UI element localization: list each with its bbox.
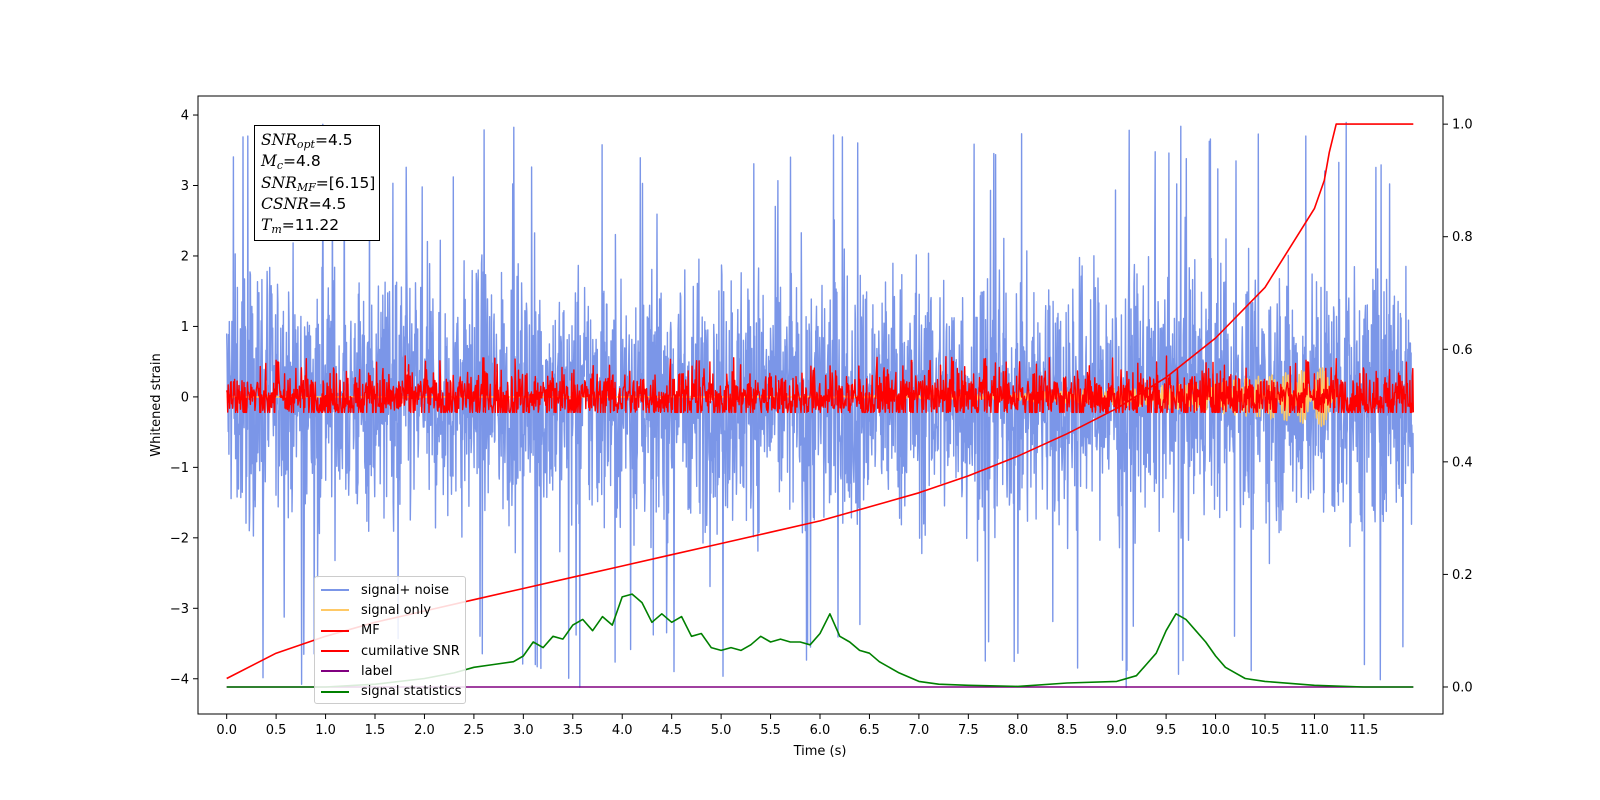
- y-axis-label: Whitened strain: [149, 353, 164, 456]
- series-signal-statistics: [226, 593, 1414, 688]
- y2-tick-label: 0.8: [1452, 230, 1473, 245]
- y-tick-label: 1: [181, 320, 189, 335]
- series-mf: [226, 355, 1414, 414]
- annot-snr-opt: SNRopt=4.5: [261, 131, 353, 151]
- x-tick-label: 7.0: [909, 723, 930, 738]
- legend-label: label: [361, 663, 393, 679]
- x-tick-label: 0.0: [216, 723, 237, 738]
- annot-tm: Tm=11.22: [261, 216, 340, 237]
- y2-tick-label: 0.6: [1452, 343, 1473, 358]
- legend-swatch: [321, 690, 349, 693]
- x-tick-label: 4.0: [612, 723, 633, 738]
- legend-item: label: [315, 661, 465, 681]
- y2-tick-label: 1.0: [1452, 118, 1473, 133]
- y-tick-label: 4: [181, 109, 189, 124]
- y2-tick-label: 0.0: [1452, 680, 1473, 695]
- x-tick-label: 0.5: [266, 723, 287, 738]
- x-tick-label: 6.5: [859, 723, 880, 738]
- legend-swatch: [321, 589, 349, 592]
- legend: signal+ noise signal only MF cumilative SNR…: [314, 576, 466, 704]
- x-tick-label: 10.5: [1251, 723, 1280, 738]
- annot-snr-mf: SNRMF=[6.15]: [261, 173, 376, 194]
- y-tick-label: −1: [170, 461, 189, 476]
- y-tick-label: −3: [170, 602, 189, 617]
- legend-label: signal+ noise: [361, 582, 450, 598]
- x-tick-label: 9.5: [1156, 723, 1177, 738]
- y-tick-label: −4: [170, 672, 189, 687]
- x-tick-label: 5.0: [711, 723, 732, 738]
- legend-swatch: [321, 650, 349, 653]
- x-tick-label: 8.5: [1057, 723, 1078, 738]
- legend-label: signal statistics: [361, 684, 462, 700]
- legend-swatch: [321, 609, 349, 612]
- legend-item: signal+ noise: [315, 580, 465, 600]
- x-tick-label: 11.5: [1349, 723, 1378, 738]
- x-tick-label: 2.5: [464, 723, 485, 738]
- legend-item: signal statistics: [315, 681, 465, 701]
- annot-mc: Mc=4.8: [261, 152, 321, 173]
- x-tick-label: 3.5: [562, 723, 583, 738]
- y-tick-label: 0: [181, 390, 189, 405]
- legend-item: signal only: [315, 600, 465, 620]
- legend-swatch: [321, 670, 349, 673]
- x-tick-label: 11.0: [1300, 723, 1329, 738]
- x-tick-label: 1.5: [365, 723, 386, 738]
- legend-label: signal only: [361, 602, 432, 618]
- x-tick-label: 4.5: [661, 723, 682, 738]
- legend-swatch: [321, 629, 349, 632]
- x-tick-label: 1.0: [315, 723, 336, 738]
- x-tick-label: 9.0: [1106, 723, 1127, 738]
- y-tick-label: 3: [181, 179, 189, 194]
- stats-annotation-box: SNRopt=4.5 Mc=4.8 SNRMF=[6.15] CSNR=4.5 …: [254, 125, 380, 241]
- annot-csnr: CSNR=4.5: [261, 194, 347, 213]
- legend-item: MF: [315, 621, 465, 641]
- axes-layer: 0.0 0.5 1.0 1.5 2.0 2.5 3.0 3.5 4.0 4.5 5.0 5.5 6.0 6…: [170, 109, 1473, 738]
- x-axis-label: Time (s): [793, 744, 847, 759]
- x-tick-label: 3.0: [513, 723, 534, 738]
- legend-label: MF: [361, 623, 380, 639]
- x-tick-label: 7.5: [958, 723, 979, 738]
- y2-tick-label: 0.4: [1452, 455, 1473, 470]
- legend-label: cumilative SNR: [361, 643, 460, 659]
- y-tick-label: 2: [181, 249, 189, 264]
- x-tick-label: 5.5: [760, 723, 781, 738]
- y-tick-label: −2: [170, 531, 189, 546]
- y2-tick-label: 0.2: [1452, 568, 1473, 583]
- legend-item: cumilative SNR: [315, 641, 465, 661]
- x-tick-label: 2.0: [414, 723, 435, 738]
- x-tick-label: 6.0: [810, 723, 831, 738]
- x-tick-label: 10.0: [1201, 723, 1230, 738]
- x-tick-label: 8.0: [1007, 723, 1028, 738]
